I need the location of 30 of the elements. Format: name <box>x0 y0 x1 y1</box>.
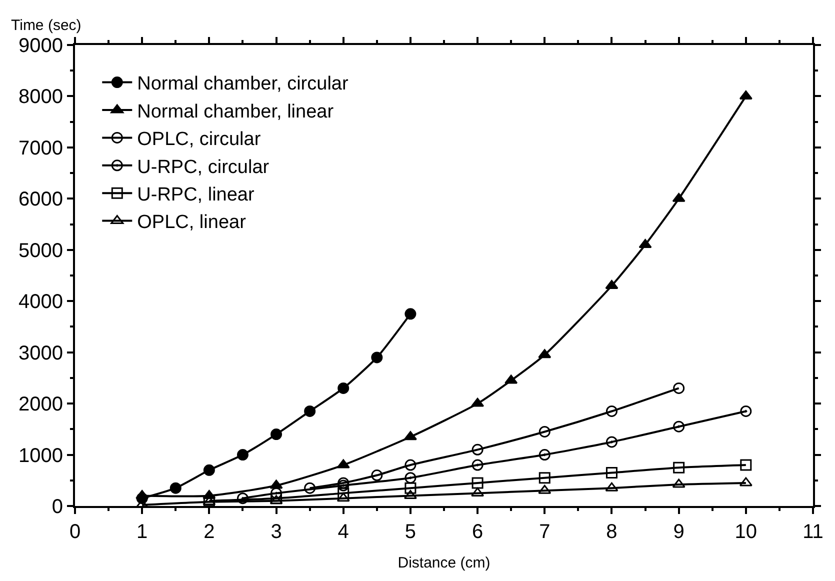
x-tick-label: 9 <box>673 521 684 543</box>
y-tick-label: 3000 <box>18 342 63 364</box>
legend-label: U-RPC, linear <box>137 184 256 206</box>
x-tick-label: 4 <box>338 521 349 543</box>
y-tick-label: 7000 <box>18 137 63 160</box>
legend-label: OPLC, linear <box>137 212 247 234</box>
x-tick-label: 1 <box>136 521 148 543</box>
y-tick-label: 1000 <box>18 444 63 467</box>
x-tick-label: 11 <box>802 521 824 543</box>
x-tick-label: 2 <box>204 521 215 543</box>
x-axis-title: Distance (cm) <box>398 554 490 572</box>
x-tick-label: 10 <box>734 521 758 543</box>
y-tick-label: 5000 <box>18 240 63 262</box>
x-tick-label: 6 <box>472 521 484 543</box>
x-tick-label: 5 <box>404 521 416 543</box>
y-tick-label: 4000 <box>18 291 63 314</box>
y-tick-label: 8000 <box>18 86 63 108</box>
x-tick-label: 3 <box>270 521 282 543</box>
legend-label: Normal chamber, circular <box>137 74 349 95</box>
y-tick-label: 6000 <box>18 188 63 211</box>
x-tick-label: 0 <box>69 521 81 543</box>
y-tick-label: 9000 <box>18 35 63 57</box>
legend-label: U-RPC, circular <box>137 156 270 178</box>
legend-label: Normal chamber, linear <box>137 101 334 122</box>
x-tick-label: 8 <box>606 521 618 543</box>
x-tick-label: 7 <box>539 521 550 543</box>
y-axis-title: Time (sec) <box>11 17 82 34</box>
legend-label: OPLC, circular <box>137 129 262 150</box>
y-tick-label: 0 <box>52 496 63 518</box>
y-tick-label: 2000 <box>18 394 63 416</box>
